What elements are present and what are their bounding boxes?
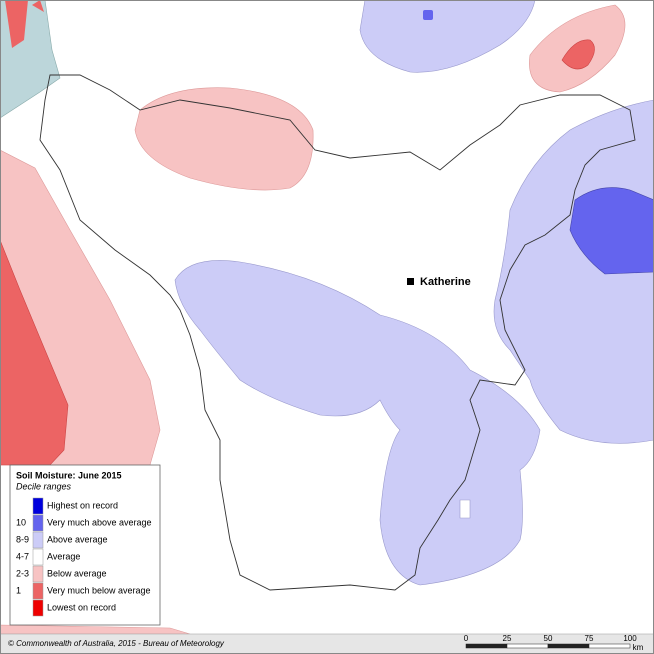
region-below-average bbox=[134, 87, 314, 191]
legend-decile: 8-9 bbox=[16, 534, 29, 544]
region-above-average bbox=[493, 99, 654, 444]
place-marker bbox=[407, 278, 414, 285]
footer-credit: © Commonwealth of Australia, 2015 - Bure… bbox=[8, 639, 225, 648]
legend-label: Below average bbox=[47, 568, 107, 578]
region-above-average bbox=[174, 260, 541, 586]
region-average bbox=[459, 499, 471, 519]
legend-swatch bbox=[32, 497, 44, 515]
legend-decile: 1 bbox=[16, 585, 21, 595]
legend-label: Very much below average bbox=[47, 585, 151, 595]
scale-tick-label: 75 bbox=[585, 634, 594, 643]
region-above-average bbox=[359, 0, 536, 73]
legend-decile: 10 bbox=[16, 517, 26, 527]
legend-label: Very much above average bbox=[47, 517, 152, 527]
legend-title: Soil Moisture: June 2015 bbox=[16, 470, 122, 480]
legend-decile: 4-7 bbox=[16, 551, 29, 561]
legend-label: Highest on record bbox=[47, 500, 118, 510]
footer-bar bbox=[0, 633, 654, 654]
region-very-much-below bbox=[5, 0, 44, 48]
region-very-much-below bbox=[0, 239, 69, 466]
legend-swatch bbox=[32, 548, 44, 566]
scale-tick-label: 25 bbox=[503, 634, 512, 643]
legend-swatch bbox=[32, 565, 44, 583]
scale-segment bbox=[465, 643, 508, 649]
legend-label: Above average bbox=[47, 534, 108, 544]
legend-label: Average bbox=[47, 551, 80, 561]
legend-swatch bbox=[32, 514, 44, 532]
scale-segment bbox=[547, 643, 590, 649]
place-label: Katherine bbox=[420, 276, 471, 288]
scale-segment bbox=[506, 643, 549, 649]
region-very-much-above bbox=[569, 187, 654, 275]
region-very-much-below bbox=[561, 39, 595, 70]
catchment-boundary bbox=[39, 74, 636, 591]
scale-tick-label: 0 bbox=[464, 634, 469, 643]
scale-tick-label: 100 bbox=[623, 634, 637, 643]
legend: Soil Moisture: June 2015 Decile ranges H… bbox=[9, 464, 161, 626]
legend-swatch bbox=[32, 531, 44, 549]
scale-tick-label: 50 bbox=[544, 634, 553, 643]
legend-swatch bbox=[32, 582, 44, 600]
legend-subtitle: Decile ranges bbox=[16, 481, 72, 491]
legend-label: Lowest on record bbox=[47, 602, 116, 612]
scale-segment bbox=[588, 643, 631, 649]
legend-swatch bbox=[32, 599, 44, 617]
scale-unit: km bbox=[633, 643, 644, 652]
region-very-much-above bbox=[423, 10, 433, 20]
legend-decile: 2-3 bbox=[16, 568, 29, 578]
